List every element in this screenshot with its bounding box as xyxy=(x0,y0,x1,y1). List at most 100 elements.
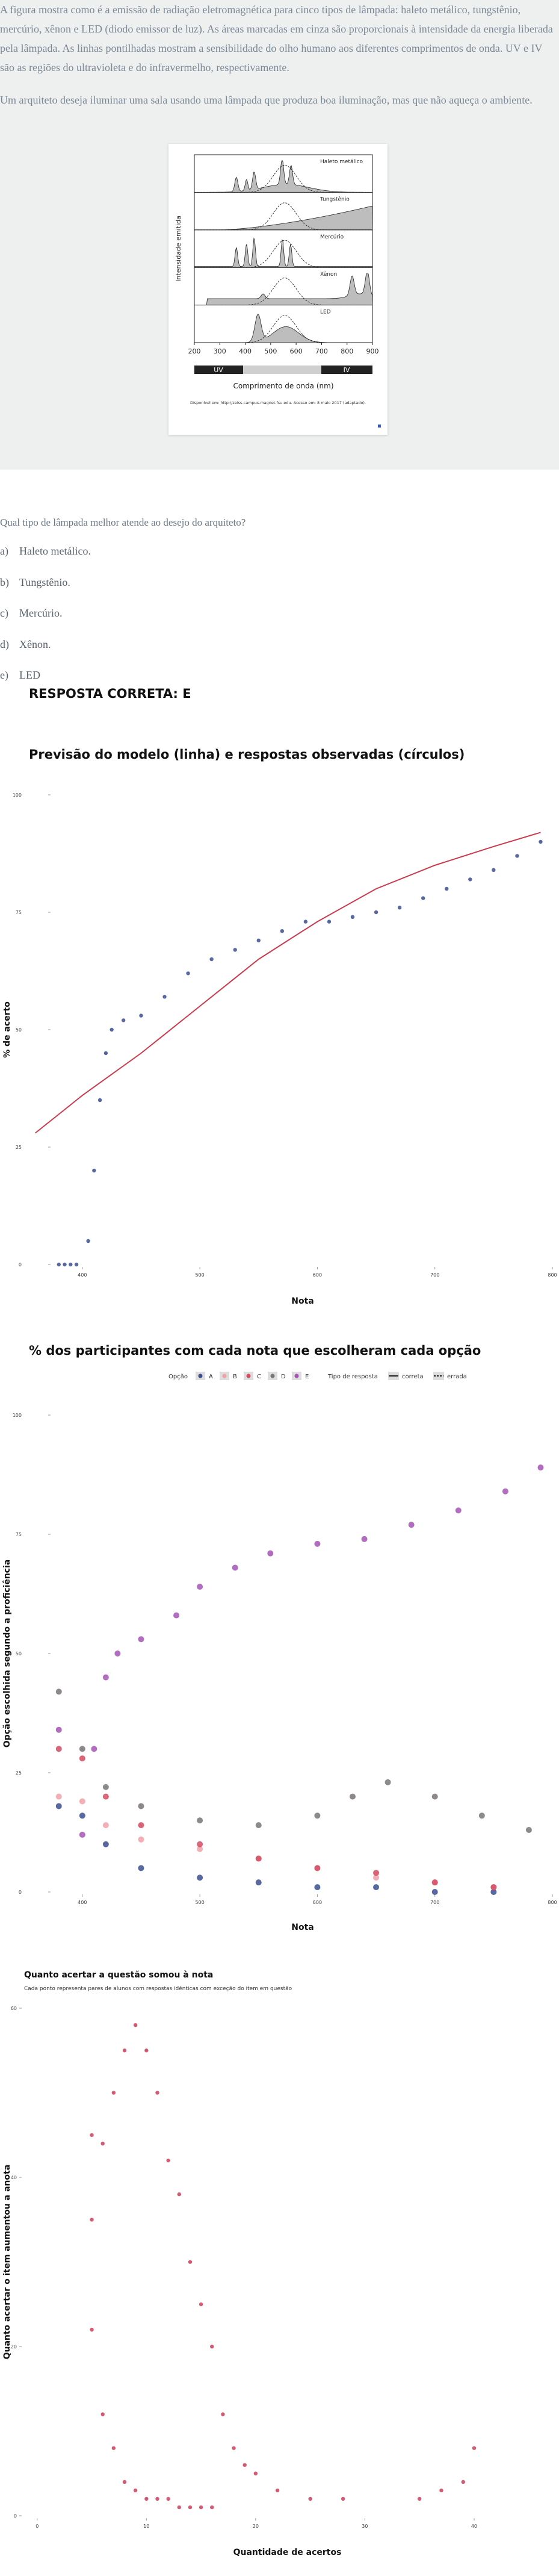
x-axis-label: Quantidade de acertos xyxy=(233,2548,342,2557)
y-tick-label: 50 xyxy=(16,1027,22,1033)
eye-sensitivity xyxy=(194,240,372,268)
data-point xyxy=(373,1874,380,1881)
y-tick-label: 0 xyxy=(14,2513,17,2519)
y-tick-label: 20 xyxy=(11,2344,17,2350)
data-point xyxy=(232,2446,236,2450)
data-point xyxy=(102,1784,109,1790)
eye-sensitivity xyxy=(194,278,372,306)
legend-marker xyxy=(294,1374,299,1378)
y-tick-label: 0 xyxy=(19,1262,22,1268)
data-point xyxy=(472,2446,477,2450)
x-tick-label: 30 xyxy=(362,2524,368,2529)
data-point xyxy=(197,1817,203,1824)
y-tick-label: 25 xyxy=(16,1770,22,1776)
data-point xyxy=(55,1688,62,1695)
y-axis-label: % de acerto xyxy=(2,1001,12,1058)
panel-label: Xênon xyxy=(320,271,337,278)
data-point xyxy=(186,971,190,975)
paragraph: Um arquiteto deseja iluminar uma sala us… xyxy=(0,94,533,106)
data-point xyxy=(79,1812,85,1819)
option-text: Xênon. xyxy=(19,638,51,650)
data-point xyxy=(114,1650,121,1657)
x-tick-label: 0 xyxy=(36,2524,39,2529)
x-tick-label: 10 xyxy=(143,2524,149,2529)
data-point xyxy=(57,1262,61,1267)
data-point xyxy=(327,919,332,924)
band-label: IV xyxy=(344,366,350,374)
x-axis-label: Nota xyxy=(291,1296,313,1306)
y-tick-label: 0 xyxy=(19,1890,22,1895)
data-point xyxy=(314,1812,321,1819)
data-point xyxy=(303,919,308,924)
data-point xyxy=(155,2091,159,2095)
figure-tick-label: 400 xyxy=(239,347,252,355)
chart-title: % dos participantes com cada nota que es… xyxy=(29,1343,481,1358)
data-point xyxy=(233,948,237,952)
data-point xyxy=(439,2488,443,2493)
legend-label: C xyxy=(257,1374,261,1380)
model-line xyxy=(35,832,541,1134)
data-point xyxy=(431,1879,438,1886)
figure-tick-label: 900 xyxy=(366,347,379,355)
y-tick-label: 60 xyxy=(11,2006,17,2011)
data-point xyxy=(361,1535,368,1542)
figure-tick-label: 700 xyxy=(315,347,328,355)
option: a) Haleto metálico. xyxy=(0,545,91,558)
figure-tick-label: 800 xyxy=(341,347,353,355)
x-tick-label: 800 xyxy=(548,1900,557,1905)
data-point xyxy=(74,1262,79,1267)
data-point xyxy=(242,2463,247,2467)
data-point xyxy=(90,2133,94,2137)
legend-title: Tipo de resposta xyxy=(327,1374,378,1380)
data-point xyxy=(100,2412,105,2416)
data-point xyxy=(275,2488,280,2493)
question-context: A figura mostra como é a emissão de radi… xyxy=(0,0,559,470)
data-point xyxy=(138,1822,144,1829)
data-point xyxy=(314,1540,321,1547)
answer: RESPOSTA CORRETA: E xyxy=(29,686,191,701)
legend-title: Opção xyxy=(168,1374,188,1380)
x-tick-label: 800 xyxy=(548,1272,557,1278)
chart: % dos participantes com cada nota que es… xyxy=(2,1343,557,1932)
option-letter: e) xyxy=(0,669,8,681)
data-point xyxy=(525,1827,532,1834)
option-text: Haleto metálico. xyxy=(19,545,91,557)
legend-marker xyxy=(198,1374,203,1378)
data-point xyxy=(515,854,519,858)
option: d) Xênon. xyxy=(0,638,51,651)
panel-label: Mercúrio xyxy=(320,234,344,240)
figure-tick-label: 300 xyxy=(214,347,226,355)
figure-source: Disponível em: http://zeiss-campus.magne… xyxy=(190,400,366,405)
data-point xyxy=(138,1636,144,1643)
uv-band xyxy=(194,366,243,374)
y-tick-label: 100 xyxy=(13,1413,22,1418)
option-text: Tungstênio. xyxy=(19,576,70,588)
eye-sensitivity xyxy=(194,315,372,343)
figure-x-label: Comprimento de onda (nm) xyxy=(233,382,333,390)
data-point xyxy=(197,1841,203,1847)
data-point xyxy=(138,1865,144,1871)
data-point xyxy=(232,1564,238,1571)
data-point xyxy=(144,2049,149,2053)
option-letter: b) xyxy=(0,576,9,588)
band-label: UV xyxy=(214,366,223,374)
data-point xyxy=(90,2327,94,2332)
data-point xyxy=(199,2505,203,2510)
visible-band xyxy=(243,366,321,374)
data-point xyxy=(166,2158,170,2163)
spectrum xyxy=(194,273,373,305)
y-tick-label: 50 xyxy=(16,1651,22,1657)
figure-marker xyxy=(378,425,381,428)
data-point xyxy=(177,2192,181,2197)
data-point xyxy=(373,1884,380,1891)
data-point xyxy=(408,1522,415,1528)
data-point xyxy=(431,1889,438,1895)
data-point xyxy=(350,1793,356,1800)
data-point xyxy=(385,1779,391,1785)
data-point xyxy=(397,906,402,910)
data-point xyxy=(255,1822,262,1829)
chart-subtitle: Cada ponto representa pares de alunos co… xyxy=(24,1985,292,1992)
data-point xyxy=(155,2497,159,2501)
legend-marker xyxy=(270,1374,275,1378)
